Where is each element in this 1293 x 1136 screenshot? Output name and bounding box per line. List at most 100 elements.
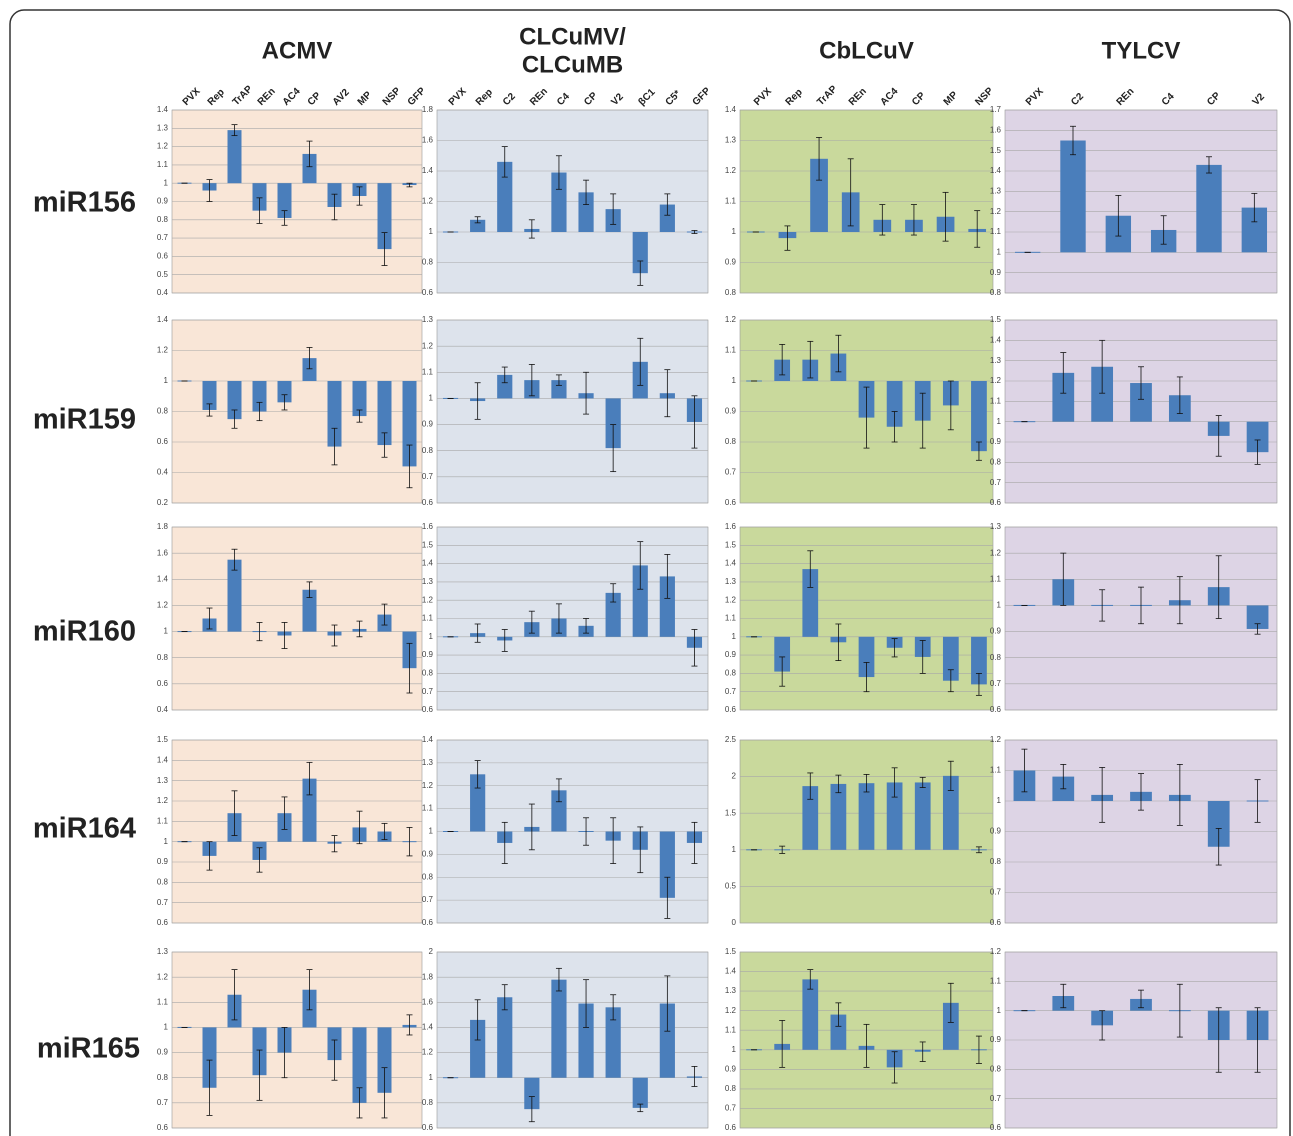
y-tick-label: 1	[164, 627, 169, 636]
y-tick-label: 1	[429, 632, 434, 641]
frame	[9, 9, 1291, 1136]
y-tick-label: 1.3	[422, 758, 434, 767]
bar	[277, 183, 292, 218]
bar	[1130, 383, 1152, 422]
y-tick-label: 1.8	[157, 522, 169, 531]
category-label: TrAP	[231, 83, 256, 108]
y-tick-label: 1.2	[990, 947, 1002, 956]
y-tick-label: 1.1	[422, 804, 434, 813]
y-tick-label: 1.3	[422, 315, 434, 324]
bar	[632, 565, 648, 637]
category-label: C5*	[664, 88, 684, 108]
bar	[377, 183, 392, 250]
bar	[377, 381, 392, 446]
y-tick-label: 0.7	[725, 687, 737, 696]
bar	[858, 783, 875, 850]
y-tick-label: 1	[429, 227, 434, 236]
y-tick-label: 1.4	[725, 559, 737, 568]
bar	[302, 778, 317, 842]
bar	[1246, 605, 1269, 629]
y-tick-label: 0.9	[422, 849, 434, 858]
category-label: GFP	[691, 85, 714, 108]
y-tick-label: 1	[429, 394, 434, 403]
bar	[227, 130, 242, 184]
y-tick-label: 1	[732, 632, 737, 641]
bar	[497, 161, 513, 232]
column-title: CLCuMB	[522, 51, 623, 78]
y-tick-label: 1.4	[725, 105, 737, 114]
bar	[659, 576, 675, 637]
bar	[1196, 164, 1222, 253]
y-tick-label: 1.1	[725, 614, 737, 623]
y-tick-label: 1.8	[422, 105, 434, 114]
y-tick-label: 1.3	[422, 577, 434, 586]
y-tick-label: 1.1	[157, 160, 169, 169]
y-tick-label: 1.3	[990, 522, 1002, 531]
bar	[605, 592, 621, 637]
bar	[551, 172, 567, 232]
y-tick-label: 1.6	[422, 997, 434, 1006]
y-tick-label: 0.8	[990, 857, 1002, 866]
bar	[632, 1077, 648, 1108]
y-tick-label: 0.6	[725, 1123, 737, 1132]
y-tick-label: 1.5	[990, 146, 1002, 155]
bar	[578, 1003, 594, 1078]
bar	[402, 381, 417, 467]
y-tick-label: 0.4	[157, 705, 169, 714]
category-label: CP	[582, 90, 600, 108]
y-tick-label: 1.2	[990, 735, 1002, 744]
y-tick-label: 0.7	[422, 472, 434, 481]
y-tick-label: 1.4	[990, 166, 1002, 175]
bar	[810, 158, 828, 232]
y-tick-label: 0.9	[990, 268, 1002, 277]
bar	[659, 204, 675, 232]
bar	[252, 381, 267, 412]
y-tick-label: 0.6	[157, 1123, 169, 1132]
y-tick-label: 1.2	[990, 207, 1002, 216]
bar	[202, 1027, 217, 1088]
y-tick-label: 0.4	[157, 288, 169, 297]
bar	[497, 997, 513, 1078]
category-label: NSP	[381, 85, 404, 108]
bar	[470, 219, 486, 232]
category-label: CP	[1205, 90, 1223, 108]
category-label: C4	[1160, 91, 1177, 108]
y-tick-label: 0.8	[990, 653, 1002, 662]
y-tick-label: 1.2	[725, 315, 737, 324]
y-tick-label: 1.4	[157, 574, 169, 583]
bar	[605, 1007, 621, 1078]
category-label: REn	[1115, 86, 1137, 108]
y-tick-label: 1.4	[157, 105, 169, 114]
y-tick-label: 1.2	[725, 595, 737, 604]
y-tick-label: 1.1	[990, 976, 1002, 985]
y-tick-label: 0.8	[157, 877, 169, 886]
category-label: AV2	[331, 87, 352, 108]
category-label: REn	[847, 86, 869, 108]
y-tick-label: 0.6	[422, 498, 434, 507]
category-label: PVX	[447, 86, 469, 108]
y-tick-label: 1.3	[990, 356, 1002, 365]
bar	[551, 979, 567, 1078]
y-tick-label: 0.7	[157, 898, 169, 907]
y-tick-label: 1.6	[157, 548, 169, 557]
y-tick-label: 1.1	[422, 367, 434, 376]
y-tick-label: 1.4	[422, 559, 434, 568]
bar	[377, 1027, 392, 1093]
bar	[227, 559, 242, 632]
y-tick-label: 0.5	[157, 270, 169, 279]
y-tick-label: 0.6	[157, 918, 169, 927]
y-tick-label: 1.5	[990, 315, 1002, 324]
y-tick-label: 1.4	[990, 335, 1002, 344]
bar	[830, 1014, 847, 1050]
bar	[1060, 140, 1086, 253]
y-tick-label: 1.2	[990, 548, 1002, 557]
y-tick-label: 1	[997, 601, 1002, 610]
y-tick-label: 2	[732, 772, 737, 781]
row-label: miR160	[33, 616, 136, 648]
bar	[774, 636, 791, 672]
y-tick-label: 1.2	[157, 796, 169, 805]
y-tick-label: 0.7	[157, 233, 169, 242]
y-tick-label: 0.7	[157, 1098, 169, 1107]
category-label: CP	[306, 90, 324, 108]
y-tick-label: 2	[429, 947, 434, 956]
